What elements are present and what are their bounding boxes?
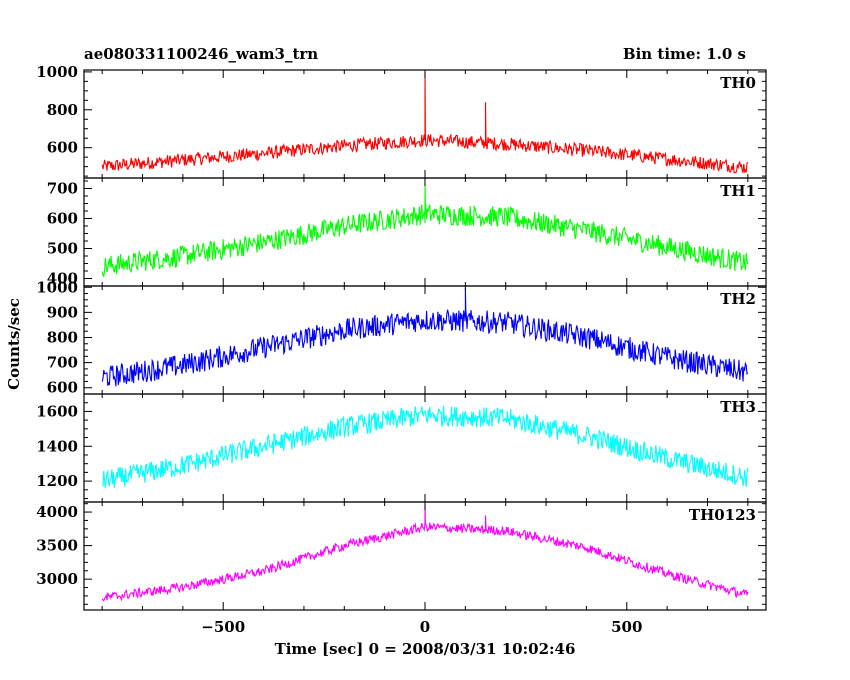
series-line-th0: [101, 71, 749, 174]
series-line-th2: [101, 288, 749, 387]
y-tick-label-th2: 700: [47, 354, 78, 372]
panel-label-th0: TH0: [720, 74, 756, 92]
panel-frame-th3: [83, 393, 767, 503]
y-tick-label-th1: 600: [47, 210, 78, 228]
series-line-th0123: [101, 503, 749, 602]
y-tick-label-th1: 500: [47, 240, 78, 258]
bin-time-label: Bin time: 1.0 s: [623, 45, 746, 63]
x-tick-label: 500: [611, 618, 642, 636]
panels-group: 600 800 1000 TH0 400 500 600 700 TH1 600 700 800 900…: [36, 63, 767, 636]
y-tick-label-th1: 700: [47, 180, 78, 198]
y-tick-label-th2: 600: [47, 379, 78, 397]
y-tick-label-th2: 800: [47, 328, 78, 346]
chart-title: ae080331100246_wam3_trn: [84, 45, 318, 63]
y-tick-label-th3: 1400: [36, 437, 78, 455]
y-tick-label-th3: 1600: [36, 402, 78, 420]
y-tick-label-th2: 1000: [36, 278, 78, 296]
series-line-th3: [101, 405, 749, 489]
y-tick-label-th3: 1200: [36, 472, 78, 490]
y-tick-label-th2: 900: [47, 303, 78, 321]
series-line-th1: [101, 182, 749, 278]
panel-label-th1: TH1: [720, 182, 756, 200]
panel-label-th2: TH2: [720, 290, 756, 308]
y-tick-label-th0123: 3500: [36, 537, 78, 555]
panel-label-th3: TH3: [720, 398, 756, 416]
y-tick-label-th0: 1000: [36, 63, 78, 81]
y-tick-label-th1: 400: [47, 270, 78, 288]
y-tick-label-th0: 800: [47, 101, 78, 119]
y-tick-label-th0123: 3000: [36, 570, 78, 588]
y-tick-label-th0123: 4000: [36, 503, 78, 521]
y-tick-label-th0: 600: [47, 139, 78, 157]
panel-frame-th2: [83, 285, 767, 395]
x-axis-label: Time [sec] 0 = 2008/03/31 10:02:46: [275, 640, 576, 658]
panel-label-th0123: TH0123: [689, 506, 756, 524]
x-tick-label: −500: [201, 618, 245, 636]
y-axis-label: Counts/sec: [5, 298, 23, 390]
x-tick-label: 0: [420, 618, 430, 636]
